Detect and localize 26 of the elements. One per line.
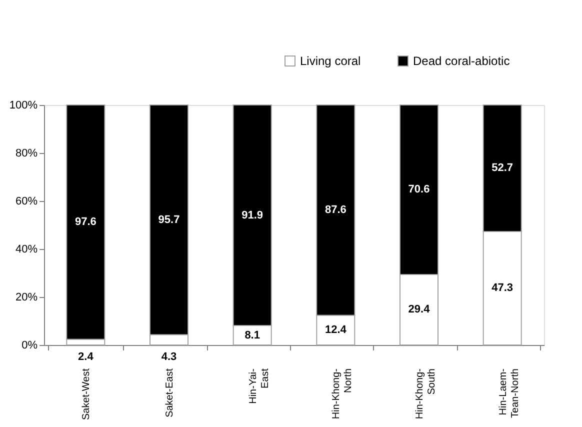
x-tick-label: Hin-Khong-South bbox=[414, 368, 438, 420]
y-tick-label: 20% bbox=[15, 292, 38, 304]
data-label: 12.4 bbox=[324, 324, 348, 336]
data-label: 70.6 bbox=[408, 184, 430, 196]
data-label: 52.7 bbox=[492, 162, 514, 174]
y-tick-label: 40% bbox=[15, 244, 38, 256]
data-label: 2.4 bbox=[78, 351, 94, 363]
x-tick-label: Saket-East bbox=[164, 368, 176, 418]
x-tick-label: Saket-West bbox=[81, 368, 92, 420]
data-label: 29.4 bbox=[408, 304, 431, 316]
y-tick-label: 60% bbox=[15, 196, 38, 208]
x-tick-label: Hin-Laem-Tean-North bbox=[498, 368, 521, 418]
y-tick-label: 100% bbox=[9, 100, 38, 112]
data-label: 97.6 bbox=[74, 216, 96, 228]
data-label: 95.7 bbox=[158, 214, 180, 226]
data-label: 91.9 bbox=[242, 209, 264, 222]
data-label: 8.1 bbox=[244, 329, 260, 342]
x-tick-label: Hin-Khong-North bbox=[331, 368, 354, 420]
data-label: 47.3 bbox=[492, 282, 514, 294]
x-tick-label: Hin-Yai-East bbox=[248, 368, 271, 404]
data-label: 87.6 bbox=[324, 204, 346, 216]
legend-label: Living coral bbox=[300, 54, 361, 68]
legend-label: Dead coral-abiotic bbox=[413, 54, 510, 68]
y-tick-label: 80% bbox=[15, 148, 38, 160]
data-label: 4.3 bbox=[161, 351, 177, 363]
y-tick-label: 0% bbox=[22, 340, 38, 352]
